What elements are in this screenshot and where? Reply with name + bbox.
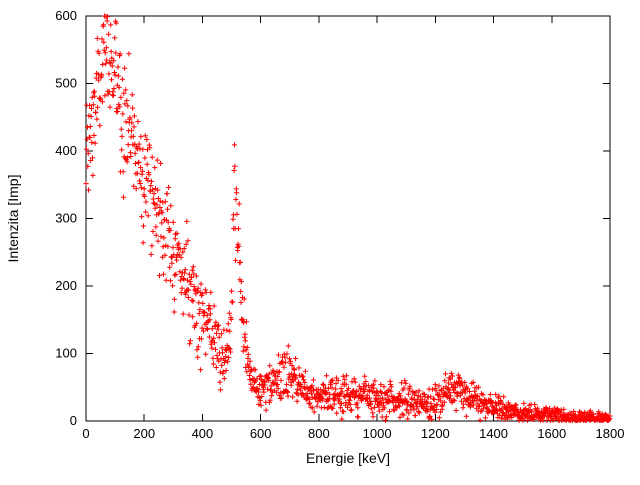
x-tick-label: 600 <box>250 426 272 441</box>
x-tick-label: 1000 <box>363 426 392 441</box>
y-tick-label: 100 <box>55 346 77 361</box>
axis-ticks: 0 200 400 600 800 1000 1200 1400 1600 1800 0 100 200… <box>55 8 624 441</box>
plot-border <box>85 15 611 422</box>
x-axis-label: Energie [keV] <box>306 450 390 466</box>
x-tick-label: 1800 <box>596 426 625 441</box>
y-axis-label: Intenzita [Imp] <box>5 175 21 263</box>
x-tick-label: 0 <box>82 426 89 441</box>
x-tick-label: 400 <box>192 426 214 441</box>
y-tick-label: 600 <box>55 8 77 23</box>
x-tick-label: 1200 <box>421 426 450 441</box>
y-tick-label: 0 <box>70 413 77 428</box>
y-tick-label: 300 <box>55 211 77 226</box>
y-tick-label: 400 <box>55 143 77 158</box>
x-tick-label: 200 <box>133 426 155 441</box>
y-tick-label: 200 <box>55 278 77 293</box>
data-points <box>83 13 613 423</box>
x-tick-label: 800 <box>308 426 330 441</box>
scatter-markers <box>83 13 613 423</box>
y-tick-label: 500 <box>55 76 77 91</box>
x-tick-label: 1400 <box>479 426 508 441</box>
x-tick-label: 1600 <box>537 426 566 441</box>
